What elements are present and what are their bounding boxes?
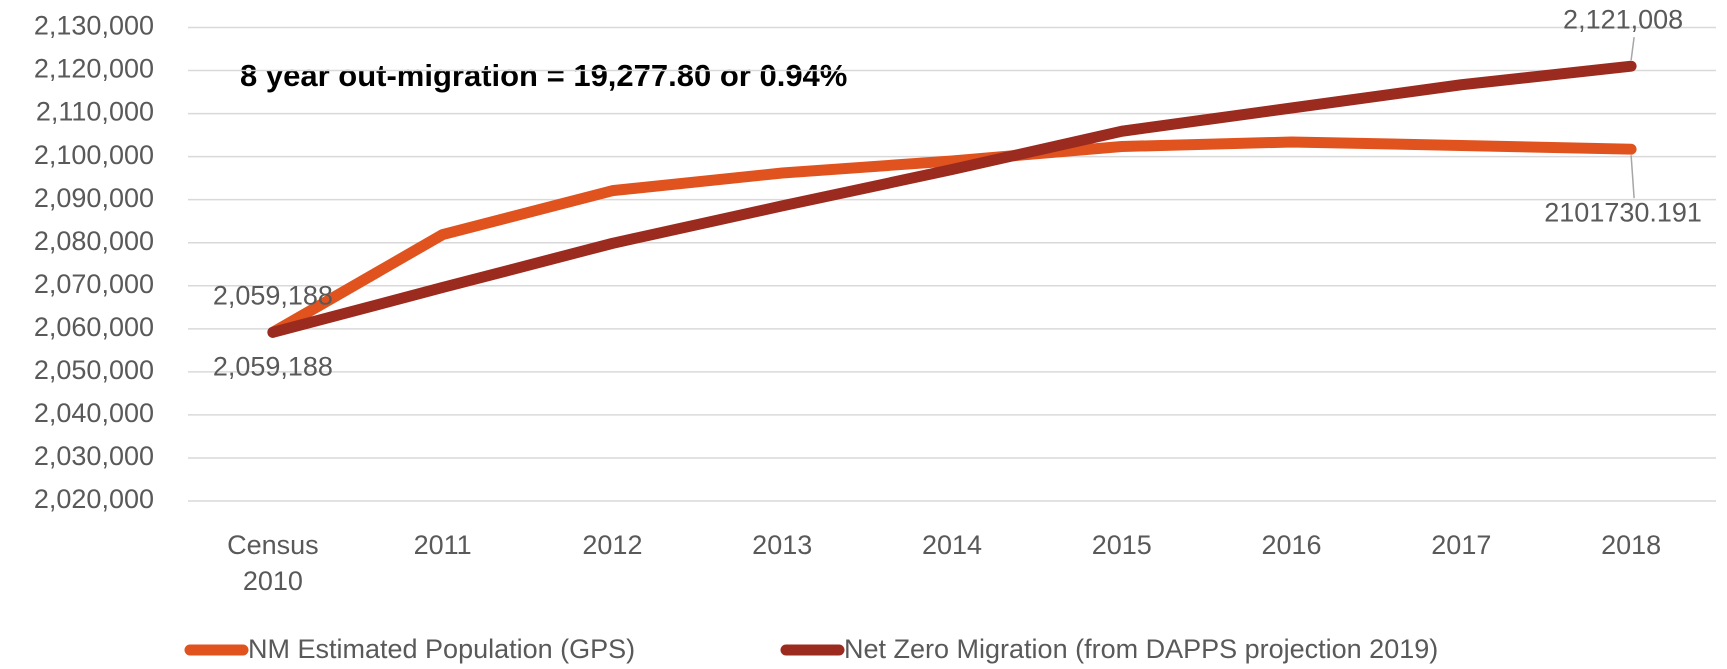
x-tick-label: 2017 xyxy=(1431,530,1492,560)
y-tick-label: 2,060,000 xyxy=(34,312,154,342)
x-tick-label: 2011 xyxy=(413,530,472,560)
y-tick-label: 2,090,000 xyxy=(34,183,154,213)
x-tick-label: 2012 xyxy=(582,530,643,560)
data-label: 2,121,008 xyxy=(1563,4,1683,34)
data-label: 2,059,188 xyxy=(213,351,333,381)
leader-line xyxy=(1630,37,1635,61)
y-tick-label: 2,080,000 xyxy=(34,226,154,256)
data-label: 2101730.191 xyxy=(1544,197,1702,227)
y-tick-label: 2,120,000 xyxy=(34,54,154,84)
y-tick-label: 2,030,000 xyxy=(34,441,154,471)
y-tick-label: 2,130,000 xyxy=(34,11,154,41)
series-line xyxy=(267,60,1637,338)
legend-label: Net Zero Migration (from DAPPS projectio… xyxy=(844,634,1438,664)
annotation: 8 year out-migration = 19,277.80 or 0.94… xyxy=(240,58,847,93)
y-tick-label: 2,040,000 xyxy=(34,398,154,428)
y-tick-label: 2,100,000 xyxy=(34,140,154,170)
x-tick-label: 2016 xyxy=(1261,530,1322,560)
y-tick-label: 2,050,000 xyxy=(34,355,154,385)
data-label: 2,059,188 xyxy=(213,280,333,310)
x-tick-label: 2013 xyxy=(752,530,813,560)
y-tick-label: 2,070,000 xyxy=(34,269,154,299)
x-tick-label: 2018 xyxy=(1601,530,1662,560)
x-tick-label: 2014 xyxy=(921,530,983,560)
leader-line xyxy=(1630,155,1635,199)
x-tick-label: 2015 xyxy=(1091,530,1152,560)
x-tick-label: Census 2010 xyxy=(227,530,319,596)
series-line xyxy=(267,136,1637,338)
y-tick-label: 2,110,000 xyxy=(36,97,154,127)
legend-label: NM Estimated Population (GPS) xyxy=(248,634,635,664)
y-tick-label: 2,020,000 xyxy=(34,484,154,514)
